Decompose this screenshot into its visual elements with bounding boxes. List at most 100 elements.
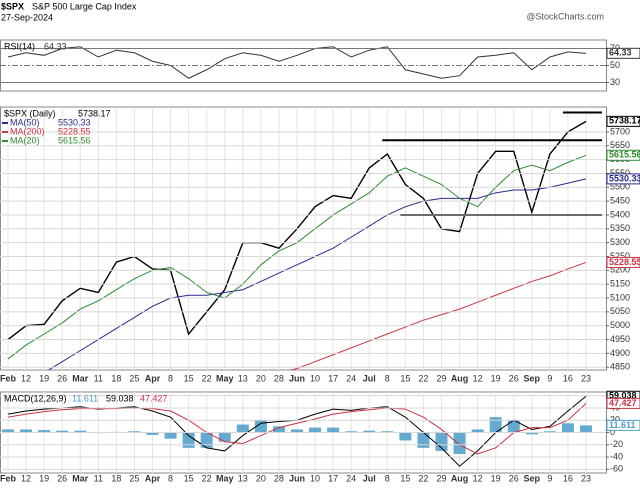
x-tick-label: Sep (524, 373, 541, 383)
histogram-bar (525, 432, 538, 435)
y-tick-label: 5550 (610, 168, 630, 178)
y-tick-label: 20 (610, 415, 620, 425)
histogram-bar (309, 427, 322, 433)
value-box (606, 256, 640, 268)
value-box (606, 397, 640, 409)
value-box (606, 419, 640, 431)
x-tick-label: 8 (168, 373, 173, 383)
x-tick-label: 19 (39, 473, 49, 483)
value-label: 5530.33 (609, 173, 640, 183)
legend-name: MA(20) (10, 135, 40, 145)
value-box (606, 115, 640, 127)
histogram-bar (291, 429, 303, 433)
legend-value: 59.038 (106, 393, 134, 403)
series-line (47, 178, 587, 370)
value-label: 47.427 (609, 398, 637, 408)
x-tick-label: Apr (145, 373, 161, 383)
histogram-bar (74, 430, 87, 433)
x-tick-label: 19 (491, 473, 501, 483)
panel-title: RSI(14) (4, 41, 35, 51)
x-tick-label: 22 (418, 373, 428, 383)
histogram-bar (435, 432, 448, 451)
date: 27-Sep-2024 (1, 12, 53, 22)
x-tick-label: Jun (289, 373, 305, 383)
y-tick-label: -40 (610, 451, 623, 461)
legend-name: MA(200) (10, 126, 45, 136)
y-tick-label: 5400 (610, 209, 630, 219)
x-tick-label: Jul (363, 473, 376, 483)
x-tick-label: 9 (547, 373, 552, 383)
y-tick-label: 5450 (610, 196, 630, 206)
x-tick-label: May (216, 473, 234, 483)
plot (7, 46, 587, 79)
x-tick-label: 25 (129, 473, 139, 483)
x-tick-label: May (216, 373, 234, 383)
x-tick-label: 8 (385, 373, 390, 383)
x-tick-label: 20 (256, 373, 266, 383)
panel-title: $SPX (Daily) (4, 108, 56, 118)
x-tick-label: 24 (346, 473, 356, 483)
y-tick-label: 5250 (610, 251, 630, 261)
x-tick-label: 26 (509, 473, 519, 483)
x-tick-label: Jul (363, 373, 376, 383)
x-tick-label: 15 (184, 473, 194, 483)
y-tick-label: 5350 (610, 223, 630, 233)
legend-value: 5228.55 (58, 126, 91, 136)
x-tick-label: 28 (274, 373, 284, 383)
x-tick-label: 20 (256, 473, 266, 483)
y-tick-label: 5050 (610, 306, 630, 316)
x-tick-label: Aug (451, 473, 469, 483)
histogram-bar (236, 424, 249, 433)
x-tick-label: 29 (436, 473, 446, 483)
x-tick-label: Mar (72, 373, 89, 383)
y-tick-label: 5000 (610, 320, 630, 330)
y-tick-label: -20 (610, 439, 623, 449)
histogram-bar (345, 431, 358, 433)
value-label: 11.611 (609, 420, 636, 430)
x-tick-label: 15 (184, 373, 194, 383)
y-tick-label: 5700 (610, 126, 630, 136)
histogram-bar (327, 427, 340, 433)
x-tick-label: 26 (57, 373, 67, 383)
y-tick-label: 4950 (610, 334, 630, 344)
x-tick-label: 11 (94, 473, 103, 483)
y-tick-label: 50 (610, 60, 620, 70)
x-tick-label: 18 (111, 373, 121, 383)
value-label: 5615.56 (609, 150, 640, 160)
histogram-bar (146, 432, 159, 435)
y-tick-label: 30 (610, 77, 620, 87)
x-tick-label: 25 (129, 373, 139, 383)
value-box (606, 47, 640, 59)
x-tick-label: Sep (524, 473, 541, 483)
panel-title: MACD(12,26,9) (4, 393, 67, 403)
histogram-bar (399, 432, 412, 441)
x-tick-label: Mar (72, 473, 89, 483)
x-tick-label: Aug (451, 373, 469, 383)
x-tick-label: Apr (145, 473, 161, 483)
legend-value: 47.427 (140, 393, 168, 403)
value-box (606, 149, 640, 161)
x-tick-label: 23 (581, 473, 591, 483)
series-line (7, 403, 587, 455)
x-tick-label: 12 (473, 473, 483, 483)
x-tick-label: 9 (547, 473, 552, 483)
x-tick-label: 22 (202, 373, 212, 383)
x-tick-label: 22 (418, 473, 428, 483)
y-tick-label: 5200 (610, 265, 630, 275)
histogram-bar (272, 426, 285, 433)
value-label: 59.038 (609, 391, 637, 401)
x-tick-label: 29 (436, 373, 446, 383)
y-tick-label: 4850 (610, 362, 630, 372)
legend-value: 11.611 (72, 393, 98, 403)
x-tick-label: 8 (168, 473, 173, 483)
x-tick-label: 10 (310, 473, 320, 483)
histogram-bar (417, 432, 430, 448)
x-tick-label: 15 (400, 373, 410, 383)
legend-value: 5615.56 (58, 135, 91, 145)
y-tick-label: 5300 (610, 237, 630, 247)
legend-value: 64.33 (44, 41, 67, 51)
x-tick-label: 22 (202, 473, 212, 483)
legend-value: 5738.17 (78, 108, 111, 118)
y-tick-label: 5100 (610, 292, 630, 302)
x-tick-label: 8 (385, 473, 390, 483)
